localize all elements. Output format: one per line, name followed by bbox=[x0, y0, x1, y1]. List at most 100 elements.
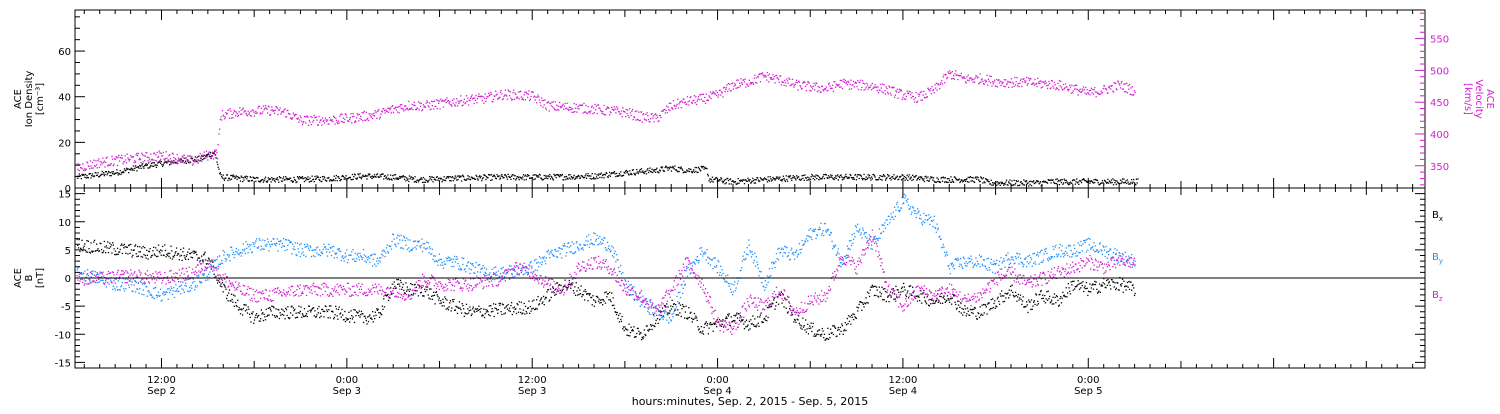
velocity-series-point bbox=[889, 92, 892, 94]
by-series-point bbox=[251, 251, 253, 254]
bx-series-point bbox=[398, 283, 400, 285]
by-series-point bbox=[159, 294, 161, 297]
bx-series-point bbox=[805, 331, 807, 333]
bx-series-point bbox=[97, 248, 99, 250]
density-series-point bbox=[627, 173, 629, 175]
velocity-series-point bbox=[218, 133, 220, 135]
density-series-point bbox=[654, 169, 656, 171]
density-series-point bbox=[211, 155, 213, 157]
density-series-point bbox=[303, 177, 305, 180]
by-series-point bbox=[197, 276, 199, 278]
bx-series-point bbox=[720, 325, 723, 327]
bx-series-point bbox=[835, 335, 837, 338]
bx-series-point bbox=[334, 314, 336, 316]
bx-series-point bbox=[934, 302, 936, 304]
bx-series-point bbox=[365, 317, 367, 319]
velocity-series-point bbox=[777, 78, 780, 81]
density-series-point bbox=[789, 175, 791, 177]
density-series-point bbox=[392, 177, 395, 180]
bx-series-point bbox=[985, 306, 987, 308]
bx-series-point bbox=[1017, 296, 1019, 298]
velocity-series-point bbox=[529, 98, 531, 100]
velocity-series-point bbox=[353, 121, 356, 123]
density-series-point bbox=[220, 174, 222, 176]
velocity-series-point bbox=[774, 82, 776, 84]
density-series-point bbox=[871, 176, 873, 178]
bx-series-point bbox=[499, 304, 501, 306]
bx-series-point bbox=[864, 303, 867, 305]
bx-series-point bbox=[583, 290, 585, 292]
by-series-point bbox=[148, 291, 151, 294]
velocity-series-point bbox=[977, 76, 979, 78]
velocity-series-point bbox=[486, 95, 488, 98]
by-series-point bbox=[350, 254, 352, 256]
velocity-series-point bbox=[169, 154, 171, 156]
density-series-point bbox=[1119, 183, 1121, 185]
density-series-point bbox=[802, 177, 804, 179]
by-series-point bbox=[133, 284, 135, 286]
bx-series-point bbox=[1052, 296, 1054, 298]
bx-series-point bbox=[1028, 301, 1031, 303]
density-series-point bbox=[898, 176, 901, 178]
bx-series-point bbox=[482, 314, 484, 317]
by-series-point bbox=[248, 244, 251, 246]
bx-series-point bbox=[732, 320, 734, 322]
bx-series-point bbox=[501, 303, 504, 305]
density-series-point bbox=[1003, 182, 1006, 185]
velocity-series-point bbox=[211, 155, 213, 158]
bx-series-point bbox=[146, 254, 148, 256]
bx-series-point bbox=[757, 316, 759, 318]
bx-series-point bbox=[812, 322, 814, 325]
density-series-point bbox=[845, 173, 847, 176]
density-series-point bbox=[786, 180, 789, 182]
by-series-point bbox=[232, 251, 235, 254]
velocity-series-point bbox=[995, 85, 997, 87]
velocity-series-point bbox=[618, 110, 620, 113]
velocity-series-point bbox=[504, 94, 506, 96]
bx-series-point bbox=[540, 297, 543, 299]
velocity-series-point bbox=[224, 116, 226, 118]
by-series-point bbox=[235, 250, 237, 253]
bx-series-point bbox=[287, 317, 290, 319]
velocity-series-point bbox=[820, 91, 822, 93]
bx-series-point bbox=[116, 247, 119, 249]
density-series-point bbox=[837, 179, 839, 181]
by-series-point bbox=[113, 280, 115, 282]
velocity-series-point bbox=[422, 108, 424, 111]
density-series-point bbox=[107, 170, 110, 173]
bx-series-point bbox=[684, 311, 686, 313]
velocity-series-point bbox=[818, 89, 820, 92]
bx-series-point bbox=[1069, 290, 1071, 292]
velocity-series-point bbox=[907, 92, 910, 95]
by-series-point bbox=[213, 259, 215, 261]
density-series-point bbox=[1075, 181, 1077, 183]
velocity-series-point bbox=[1022, 78, 1024, 80]
density-series-point bbox=[1025, 181, 1027, 183]
bx-series-point bbox=[1098, 290, 1100, 292]
bx-series-point bbox=[219, 285, 221, 287]
density-series-point bbox=[151, 165, 153, 167]
velocity-series-point bbox=[98, 158, 100, 160]
density-series-point bbox=[112, 173, 114, 175]
by-series-point bbox=[268, 250, 270, 252]
density-series-point bbox=[132, 165, 135, 167]
density-series-point bbox=[494, 175, 496, 178]
velocity-series-point bbox=[779, 75, 781, 77]
bx-series-point bbox=[253, 322, 255, 324]
bx-series-point bbox=[733, 314, 735, 317]
velocity-series-point bbox=[864, 88, 867, 90]
by-series-point bbox=[207, 279, 209, 281]
density-series-point bbox=[1129, 183, 1131, 185]
velocity-series-point bbox=[664, 112, 666, 114]
bx-series-point bbox=[679, 304, 682, 306]
density-series-point bbox=[832, 177, 834, 179]
bx-series-point bbox=[1025, 305, 1027, 308]
velocity-series-point bbox=[273, 112, 276, 114]
bx-series-point bbox=[994, 307, 996, 309]
by-series-point bbox=[128, 284, 130, 286]
bx-series-point bbox=[1108, 282, 1110, 284]
velocity-series-point bbox=[515, 97, 518, 99]
velocity-series-point bbox=[766, 79, 768, 81]
density-series-point bbox=[249, 176, 251, 178]
velocity-series-point bbox=[197, 162, 199, 164]
